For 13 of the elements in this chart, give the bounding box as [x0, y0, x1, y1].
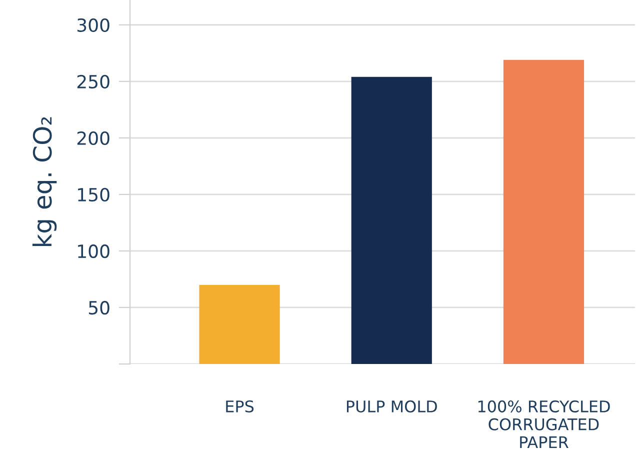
x-tick-label: EPS: [226, 400, 254, 412]
y-tick-label: 300: [77, 18, 110, 32]
x-tick-label: 100% RECYCLED CORRUGATED PAPER: [478, 400, 610, 448]
y-tick-label: 50: [88, 300, 110, 315]
bar: [199, 284, 280, 364]
x-tick-label: PULP MOLD: [346, 400, 437, 412]
bar: [351, 76, 432, 364]
y-tick-label: 150: [78, 188, 110, 202]
y-axis-title: kg eq. CO₂: [32, 117, 57, 246]
y-tick-label: 200: [77, 131, 110, 146]
bar: [503, 60, 584, 364]
y-tick-label: 100: [78, 244, 110, 258]
y-tick-label: 250: [77, 74, 110, 89]
